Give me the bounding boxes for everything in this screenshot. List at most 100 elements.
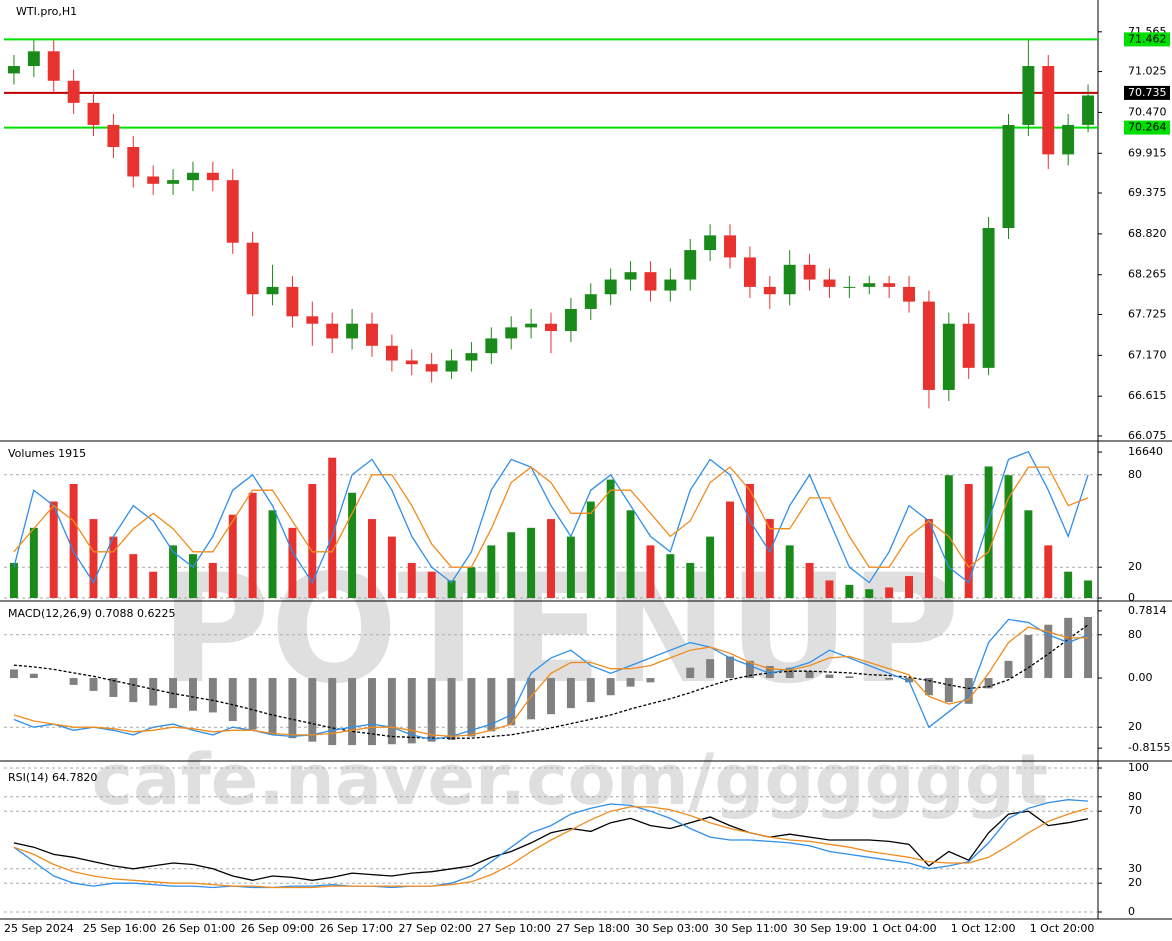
candle-body	[783, 264, 796, 295]
bar	[9, 669, 18, 679]
candle-body	[366, 323, 378, 346]
candle-body	[1082, 95, 1095, 125]
bar	[1064, 617, 1073, 679]
y-tick-label: 70.470	[1128, 105, 1167, 118]
candle-body	[405, 360, 418, 365]
y-tick-label: 70	[1128, 804, 1142, 817]
bar	[805, 562, 814, 598]
bar	[328, 457, 337, 598]
x-tick-label: 26 Sep 01:00	[162, 922, 235, 935]
candle-body	[684, 250, 697, 280]
bar	[248, 492, 257, 598]
candle-body	[246, 242, 259, 295]
bar	[288, 678, 297, 739]
y-tick-label: 20	[1128, 560, 1142, 573]
bar	[29, 527, 38, 598]
x-tick-label: 1 Oct 12:00	[951, 922, 1016, 935]
candle-body	[863, 283, 876, 287]
bar	[129, 678, 138, 703]
price-label-box	[1124, 85, 1170, 100]
bar	[606, 479, 615, 598]
bar	[288, 527, 297, 598]
bar	[69, 678, 78, 685]
bar	[905, 576, 914, 598]
candle-body	[87, 102, 100, 125]
candle-body	[147, 176, 160, 184]
y-tick-label: 20	[1128, 876, 1142, 889]
series-line	[13, 618, 1089, 741]
candle-body	[545, 323, 557, 332]
bar	[646, 545, 655, 598]
bar	[726, 501, 734, 598]
bar	[188, 678, 197, 711]
series-line	[13, 810, 1089, 881]
bar	[427, 571, 436, 598]
y-tick-label: 80	[1128, 790, 1142, 803]
candle-body	[922, 301, 935, 390]
x-tick-label: 30 Sep 19:00	[793, 922, 866, 935]
series-line	[13, 806, 1089, 889]
x-tick-label: 27 Sep 18:00	[556, 922, 629, 935]
x-tick-label: 26 Sep 09:00	[241, 922, 314, 935]
bar	[825, 580, 834, 598]
bar	[1024, 510, 1033, 598]
y-tick-label: 69.375	[1128, 186, 1167, 199]
candle-body	[27, 51, 40, 67]
bar	[89, 678, 98, 691]
bar	[268, 510, 277, 598]
bar	[308, 483, 317, 598]
bar	[487, 678, 496, 732]
bar	[1064, 571, 1073, 598]
bar	[785, 545, 794, 598]
price-label-box	[1124, 32, 1170, 47]
y-tick-label: 30	[1128, 862, 1142, 875]
candle-body	[67, 80, 80, 103]
bar	[527, 678, 536, 720]
watermark: cafe.naver.com/ggggggt	[92, 739, 1049, 821]
candle-body	[743, 257, 756, 287]
candle-body	[186, 172, 199, 181]
candle-body	[584, 294, 597, 309]
candle-body	[525, 323, 538, 328]
bar	[348, 678, 357, 746]
bar	[188, 554, 197, 598]
bar	[726, 656, 734, 679]
candle-body	[1022, 66, 1035, 125]
y-tick-label: 67.170	[1128, 348, 1167, 361]
candle-body	[226, 180, 239, 243]
bar	[467, 678, 476, 737]
bar	[248, 678, 257, 730]
x-tick-label: 1 Oct 20:00	[1030, 922, 1095, 935]
y-tick-label: 66.615	[1128, 389, 1167, 402]
series-line	[13, 624, 1089, 739]
price-label: 70.264	[1128, 121, 1167, 134]
bar	[368, 678, 376, 746]
bar	[885, 587, 894, 598]
y-tick-label: 0	[1128, 591, 1135, 604]
x-tick-label: 1 Oct 04:00	[872, 922, 937, 935]
bar	[1044, 545, 1053, 598]
candle-body	[266, 286, 279, 295]
candle-body	[1062, 124, 1075, 155]
y-tick-label: 68.265	[1128, 268, 1167, 281]
bar	[507, 678, 516, 726]
bar	[149, 678, 158, 706]
bar	[1024, 635, 1033, 679]
bar	[964, 678, 973, 704]
bar	[646, 678, 655, 683]
bar	[467, 567, 476, 598]
y-tick-label: 0	[1128, 905, 1135, 918]
panel-title: WTI.pro,H1	[16, 5, 77, 18]
bar	[805, 671, 814, 679]
x-tick-label: 25 Sep 16:00	[83, 922, 156, 935]
bar	[208, 678, 217, 713]
bar	[984, 466, 993, 598]
bar	[228, 514, 237, 598]
candle-body	[465, 353, 478, 361]
candle-body	[286, 286, 299, 317]
candle-body	[604, 279, 617, 295]
bar	[964, 483, 973, 598]
y-tick-label: 80	[1128, 628, 1142, 641]
bar	[149, 571, 158, 598]
